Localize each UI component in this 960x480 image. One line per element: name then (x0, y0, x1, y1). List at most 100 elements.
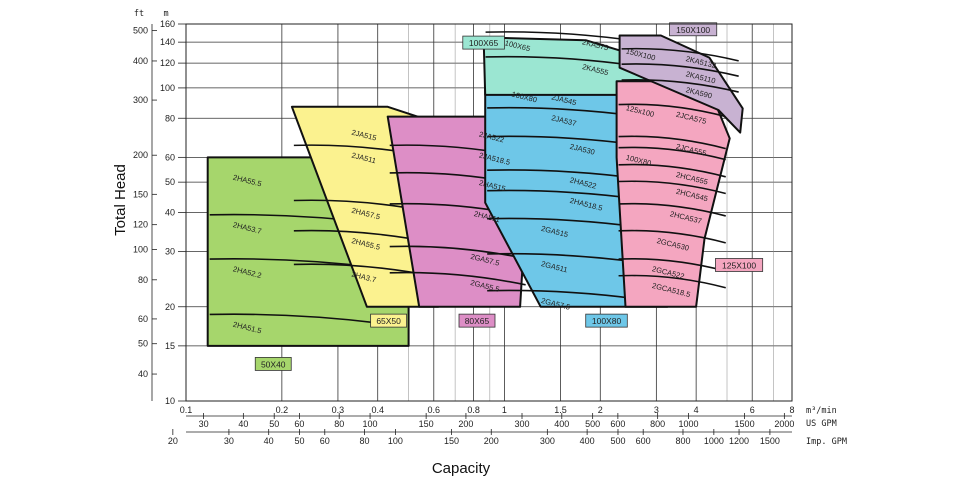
usgpm-tick-label: 30 (199, 419, 209, 429)
size-tag-box (370, 313, 408, 328)
impgpm-tick-label: 1000 (704, 436, 724, 446)
x-tick-label: 1.5 (554, 405, 567, 415)
impeller-curve (618, 103, 726, 118)
impgpm-tick-label: 80 (360, 436, 370, 446)
y-tick-label-m: 30 (165, 247, 175, 257)
y-axis-title: Total Head (112, 164, 129, 236)
y-tick-label-ft: 120 (133, 220, 148, 230)
impgpm-tick-label: 300 (540, 436, 555, 446)
impeller-curve (618, 274, 726, 289)
y-tick-label-m: 160 (160, 19, 175, 29)
impeller-curve (618, 135, 726, 150)
impeller-curve (618, 229, 726, 244)
size-tag-box (254, 357, 292, 371)
size-tag-box (585, 313, 628, 328)
impeller-curve (389, 271, 526, 286)
y-unit-left: ft (134, 9, 144, 19)
impgpm-tick-label: 20 (168, 436, 178, 446)
y-tick-label-ft: 60 (138, 314, 148, 324)
usgpm-tick-label: 1500 (735, 419, 755, 429)
axes: 1015203040506080100120140160405060801001… (133, 19, 795, 446)
impeller-curve (618, 258, 726, 272)
region-150x100 (618, 34, 744, 134)
x-tick-label: 0.8 (467, 405, 480, 415)
size-tag-label: 100X65 (469, 38, 499, 48)
x-tick-label: 8 (789, 405, 794, 415)
y-tick-label-ft: 150 (133, 189, 148, 199)
impeller-curve (621, 63, 739, 77)
x-tick-label: 0.1 (180, 405, 193, 415)
y-tick-label-m: 10 (165, 396, 175, 406)
x-tick-label: 6 (750, 405, 755, 415)
y-tick-label-m: 140 (160, 37, 175, 47)
y-tick-label-ft: 200 (133, 150, 148, 160)
x2-unit: US GPM (806, 419, 837, 429)
impgpm-tick-label: 1500 (760, 436, 780, 446)
size-tag-box (715, 258, 764, 272)
y-tick-label-ft: 40 (138, 369, 148, 379)
size-tag-label: 100X80 (592, 316, 622, 326)
y-tick-label-m: 50 (165, 177, 175, 187)
x-tick-label: 1 (502, 405, 507, 415)
usgpm-tick-label: 300 (514, 419, 529, 429)
impeller-curve (618, 146, 726, 161)
size-tags: 50X40 65X50 80X65 100X80 125X100 150X100 100X6… (254, 22, 764, 371)
usgpm-tick-label: 80 (334, 419, 344, 429)
usgpm-tick-label: 400 (554, 419, 569, 429)
impeller-curve (618, 180, 726, 195)
size-tag-label: 50X40 (261, 359, 286, 369)
y-tick-label-m: 100 (160, 83, 175, 93)
usgpm-tick-label: 50 (269, 419, 279, 429)
impeller-curve (621, 79, 739, 93)
usgpm-tick-label: 600 (610, 419, 625, 429)
x-tick-label: 0.6 (428, 405, 441, 415)
y-unit-right: m (163, 9, 168, 19)
x3-unit: Imp. GPM (806, 437, 847, 447)
impgpm-tick-label: 100 (388, 436, 403, 446)
y-tick-label-m: 80 (165, 113, 175, 123)
size-tag-box (462, 35, 505, 50)
y-tick-label-m: 120 (160, 58, 175, 68)
usgpm-tick-label: 200 (458, 419, 473, 429)
size-tag-label: 125X100 (722, 260, 756, 270)
impeller-curve (389, 245, 526, 260)
x-tick-label: 3 (654, 405, 659, 415)
y-tick-label-m: 20 (165, 302, 175, 312)
usgpm-tick-label: 60 (294, 419, 304, 429)
y-tick-label-ft: 50 (138, 339, 148, 349)
y-tick-label-m: 40 (165, 208, 175, 218)
x-unit: m³/min (806, 406, 837, 416)
size-tag-label: 65X50 (376, 316, 401, 326)
usgpm-tick-label: 800 (650, 419, 665, 429)
impgpm-tick-label: 60 (320, 436, 330, 446)
y-tick-label-ft: 300 (133, 95, 148, 105)
y-tick-label-ft: 100 (133, 244, 148, 254)
impgpm-tick-label: 600 (636, 436, 651, 446)
model-regions (206, 31, 744, 347)
impgpm-tick-label: 150 (444, 436, 459, 446)
size-tag-label: 150X100 (676, 25, 710, 35)
impeller-curve (618, 163, 726, 178)
usgpm-tick-label: 150 (419, 419, 434, 429)
impgpm-tick-label: 200 (484, 436, 499, 446)
y-tick-label-m: 15 (165, 341, 175, 351)
y-tick-label-ft: 500 (133, 26, 148, 36)
impgpm-tick-label: 40 (264, 436, 274, 446)
x-tick-label: 2 (598, 405, 603, 415)
impgpm-tick-label: 500 (610, 436, 625, 446)
size-tag-box (669, 22, 718, 37)
impgpm-tick-label: 50 (295, 436, 305, 446)
usgpm-tick-label: 100 (363, 419, 378, 429)
usgpm-tick-label: 2000 (774, 419, 794, 429)
impeller-curve (621, 47, 739, 62)
y-tick-label-m: 60 (165, 152, 175, 162)
size-tag-label: 80X65 (465, 316, 490, 326)
usgpm-tick-label: 1000 (678, 419, 698, 429)
x-tick-label: 0.4 (371, 405, 384, 415)
usgpm-tick-label: 500 (585, 419, 600, 429)
x-tick-label: 4 (694, 405, 699, 415)
impgpm-tick-label: 1200 (729, 436, 749, 446)
x-axis-title: Capacity (432, 460, 491, 477)
impgpm-tick-label: 30 (224, 436, 234, 446)
